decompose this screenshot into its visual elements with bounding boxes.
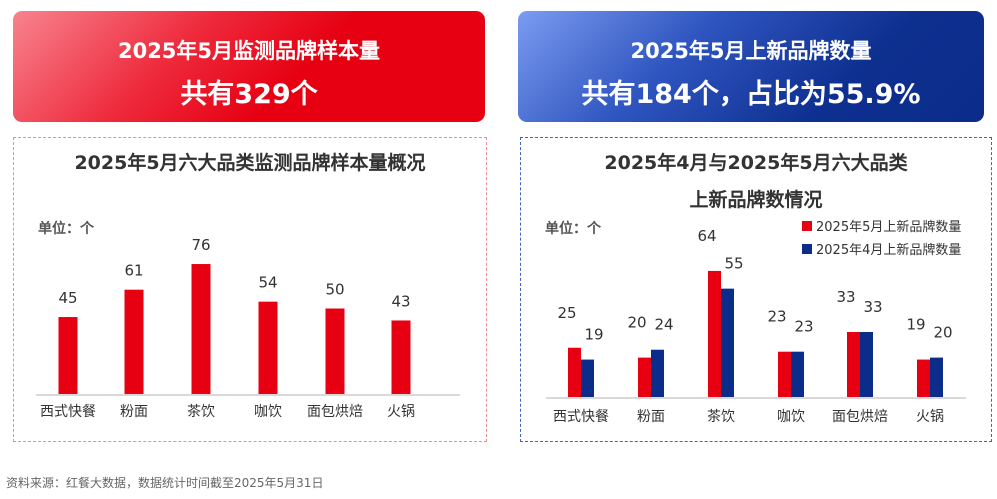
bar: [708, 270, 721, 397]
x-tick-label: 茶饮: [707, 409, 735, 425]
data-label: 45: [58, 289, 77, 307]
new-brands-chart-panel: 2025年4月与2025年5月六大品类 上新品牌数情况 单位：个: [520, 137, 992, 442]
sample-chart-panel: 2025年5月六大品类监测品牌样本量概况 单位：个: [13, 137, 487, 442]
bar: [860, 331, 873, 397]
banner-value: 共有329个: [180, 79, 318, 110]
x-tick-label: 火锅: [387, 404, 415, 420]
x-tick-label: 面包烘焙: [832, 409, 888, 425]
data-label: 76: [191, 236, 210, 254]
bar: [258, 301, 278, 394]
banner-title: 2025年5月监测品牌样本量: [117, 39, 381, 63]
x-tick-label: 面包烘焙: [307, 404, 363, 420]
data-label: 23: [767, 308, 786, 326]
data-label: 20: [627, 314, 646, 332]
bar: [391, 320, 411, 394]
x-tick-label: 咖饮: [254, 404, 282, 420]
sample-size-banner: 2025年5月监测品牌样本量 共有329个: [13, 11, 485, 122]
bar: [778, 351, 791, 397]
bar: [721, 288, 734, 397]
banner-value: 共有184个，占比为55.9%: [581, 79, 921, 110]
source-footer: 资料来源：红餐大数据，数据统计时间截至2025年5月31日: [6, 476, 324, 490]
data-label: 33: [836, 288, 855, 306]
bar: [930, 357, 943, 397]
new-brands-banner: 2025年5月上新品牌数量 共有184个，占比为55.9%: [518, 11, 984, 122]
bar: [847, 331, 860, 397]
x-tick-label: 火锅: [916, 409, 944, 425]
bar: [581, 359, 594, 397]
bar: [638, 357, 651, 397]
data-label: 19: [906, 316, 925, 334]
data-label: 20: [933, 324, 952, 342]
data-label: 24: [654, 316, 673, 334]
chart-title-line1: 2025年4月与2025年5月六大品类: [604, 152, 908, 174]
bar: [124, 289, 144, 394]
x-tick-label: 茶饮: [187, 404, 215, 420]
x-tick-label: 西式快餐: [553, 409, 609, 425]
bar: [568, 347, 581, 397]
bar: [651, 349, 664, 397]
bar: [325, 308, 345, 394]
legend-label: 2025年4月上新品牌数量: [816, 242, 961, 258]
data-label: 43: [391, 292, 410, 310]
bar: [58, 317, 78, 394]
unit-label: 单位：个: [545, 221, 601, 237]
data-label: 33: [863, 298, 882, 316]
bar: [917, 359, 930, 397]
banner-title: 2025年5月上新品牌数量: [630, 39, 872, 63]
legend-label: 2025年5月上新品牌数量: [816, 219, 961, 235]
chart-title: 2025年5月六大品类监测品牌样本量概况: [74, 152, 426, 174]
bar: [791, 351, 804, 397]
data-label: 61: [124, 262, 143, 280]
x-tick-label: 粉面: [120, 404, 148, 420]
chart-title-line2: 上新品牌数情况: [689, 189, 823, 211]
data-label: 50: [325, 281, 344, 299]
data-label: 25: [557, 304, 576, 322]
data-label: 19: [584, 326, 603, 344]
x-tick-label: 西式快餐: [40, 404, 96, 420]
data-label: 55: [724, 255, 743, 273]
legend-swatch: [802, 221, 812, 231]
bar: [191, 264, 211, 394]
data-label: 64: [697, 227, 716, 245]
data-label: 54: [258, 274, 277, 292]
x-tick-label: 咖饮: [777, 409, 805, 425]
legend-swatch: [802, 244, 812, 254]
unit-label: 单位：个: [38, 221, 94, 237]
x-tick-label: 粉面: [637, 409, 665, 425]
data-label: 23: [794, 318, 813, 336]
